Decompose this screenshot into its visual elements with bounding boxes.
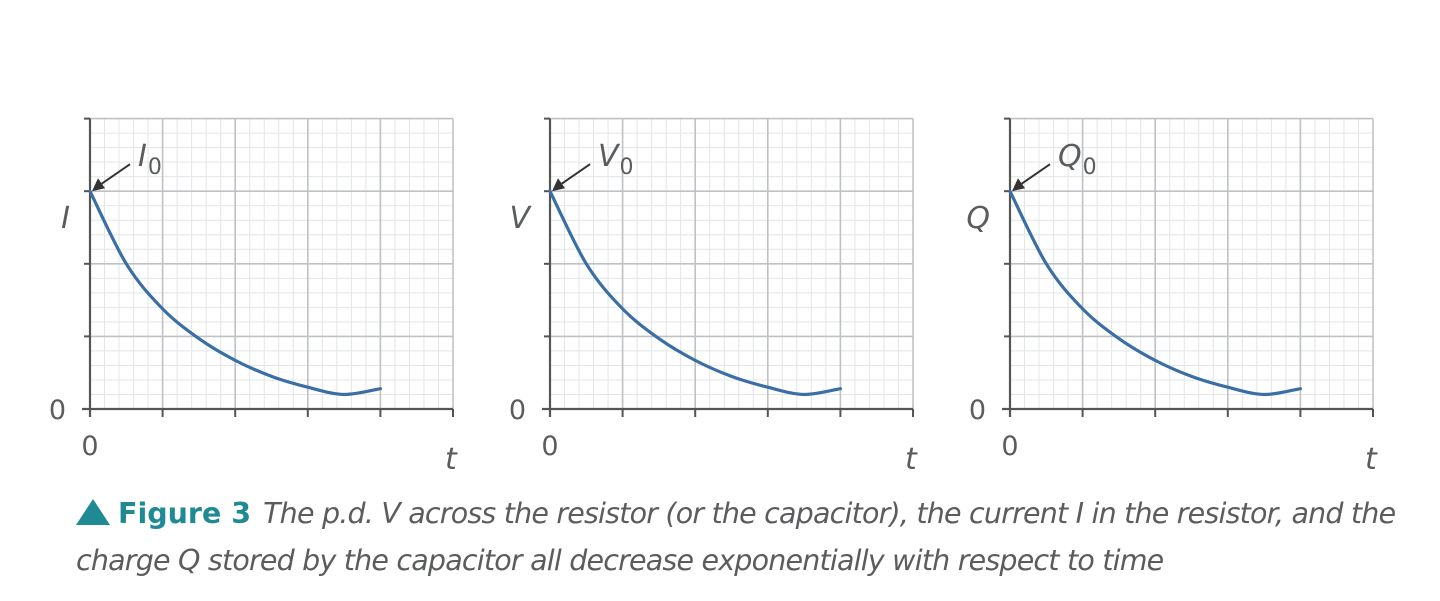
initial-value-subscript: 0 — [620, 155, 634, 180]
decay-curve — [88, 189, 382, 397]
initial-value-label: I0 — [138, 139, 162, 180]
arrowhead-icon — [1012, 178, 1025, 192]
arrowhead-icon — [92, 178, 105, 192]
figure-label: Figure 3 — [118, 497, 252, 530]
figure-caption: Figure 3 The p.d. V across the resistor (… — [76, 490, 1406, 584]
decay-curve — [1008, 189, 1302, 397]
initial-value-label: V0 — [598, 139, 634, 180]
initial-value-subscript: 0 — [1083, 155, 1097, 180]
x-axis-label: t — [445, 442, 458, 477]
y-axis-label: V — [509, 201, 532, 236]
initial-value-arrow — [1020, 163, 1051, 186]
triangle-icon — [76, 499, 110, 525]
x-origin-label: 0 — [1001, 431, 1018, 462]
initial-value-subscript: 0 — [148, 155, 162, 180]
y-origin-label: 0 — [49, 395, 66, 426]
x-axis-label: t — [1365, 442, 1378, 477]
initial-value-arrow — [560, 163, 591, 186]
y-origin-label: 0 — [509, 395, 526, 426]
x-origin-label: 0 — [541, 431, 558, 462]
initial-value-arrow — [100, 163, 131, 186]
y-axis-label: Q — [966, 201, 990, 236]
y-origin-label: 0 — [969, 395, 986, 426]
y-axis-label: I — [61, 201, 70, 236]
decay-curve — [548, 189, 842, 397]
arrowhead-icon — [552, 178, 565, 192]
caption-text: The p.d. V across the resistor (or the c… — [76, 497, 1396, 577]
x-axis-label: t — [905, 442, 918, 477]
initial-value-label: Q0 — [1058, 139, 1097, 180]
x-origin-label: 0 — [81, 431, 98, 462]
